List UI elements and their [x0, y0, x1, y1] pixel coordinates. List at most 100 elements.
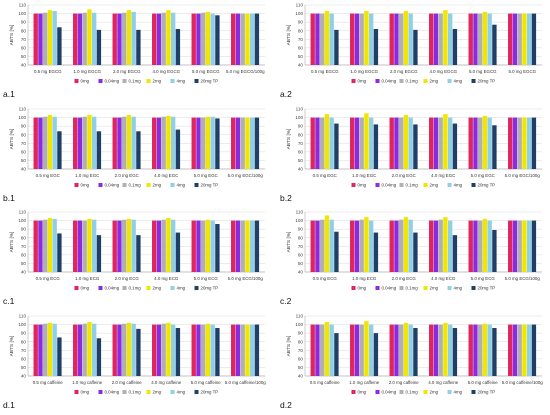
y-tick-label: 50 — [298, 261, 304, 266]
bar — [240, 220, 245, 272]
bar — [508, 13, 513, 66]
bar — [315, 220, 320, 272]
bar — [522, 220, 527, 272]
bar — [73, 324, 78, 376]
y-tick-label: 90 — [21, 20, 27, 25]
bar — [210, 116, 215, 169]
bar — [334, 123, 339, 169]
bar — [517, 13, 522, 66]
bar — [512, 324, 518, 376]
chart-panel-a-2: 40 50 60 70 80 90 100 110 ABTS [%] 0.5 mg EGCG 1.0… — [280, 3, 542, 99]
x-tick-label: 1.0 mg EGCG — [350, 69, 378, 74]
bar — [201, 117, 206, 169]
bar — [91, 219, 97, 272]
x-tick-label: 0.5 mg ECG — [36, 276, 61, 281]
bar — [310, 117, 315, 169]
bar — [320, 117, 325, 169]
legend-label: 4mg — [177, 183, 186, 188]
bar — [38, 220, 43, 272]
y-tick-label: 60 — [21, 356, 27, 361]
bar — [245, 117, 250, 169]
y-axis-label: ABTS [%] — [286, 129, 292, 150]
x-tick-label: 5.0 mg caffeine/100g — [225, 380, 266, 385]
bar — [443, 10, 448, 66]
bar — [196, 13, 201, 66]
y-tick-label: 70 — [298, 244, 304, 249]
bar — [77, 13, 83, 66]
y-tick-label: 70 — [298, 37, 304, 42]
y-tick-label: 100 — [295, 115, 303, 120]
bar — [240, 117, 245, 169]
bar — [52, 116, 57, 169]
bar — [43, 12, 48, 65]
y-tick-label: 80 — [21, 339, 27, 344]
bar — [122, 12, 127, 65]
bar — [320, 13, 325, 66]
bar — [413, 29, 418, 65]
bar — [161, 219, 166, 272]
legend-swatch — [399, 183, 404, 187]
bar — [508, 324, 513, 376]
bar — [334, 231, 339, 272]
bar — [399, 324, 404, 376]
x-tick-label: 5.0 mg EGCG — [469, 69, 497, 74]
panel-label: a.2 — [280, 89, 292, 99]
x-tick-label: 4.0 mg EGC — [431, 173, 455, 178]
y-tick-label: 100 — [295, 218, 303, 223]
bar — [245, 13, 250, 66]
panel-label: a.1 — [3, 89, 15, 99]
legend-swatch — [351, 286, 356, 290]
bar — [433, 117, 439, 169]
y-tick-label: 110 — [296, 107, 304, 112]
bar — [364, 217, 369, 272]
bar — [429, 13, 434, 66]
x-tick-label: 5.0 mg ECG/100g — [228, 276, 264, 281]
bar — [156, 220, 162, 272]
legend-label: 4mg — [454, 390, 463, 395]
legend-label: 0mg — [81, 183, 90, 188]
y-tick-label: 60 — [21, 45, 27, 50]
y-tick-label: 90 — [298, 124, 304, 129]
legend-label: 4mg — [177, 390, 186, 395]
bar — [508, 117, 513, 169]
bar — [240, 13, 245, 66]
bar — [196, 117, 201, 169]
legend-swatch — [447, 286, 452, 290]
panel-label: b.1 — [3, 193, 15, 203]
bar — [117, 220, 122, 272]
bar — [215, 15, 220, 66]
bar — [522, 324, 527, 376]
bar — [166, 115, 171, 169]
legend-swatch — [74, 286, 79, 290]
bar — [482, 11, 488, 65]
bar — [73, 117, 78, 169]
y-tick-label: 60 — [21, 252, 27, 257]
bar — [170, 324, 176, 376]
legend-swatch — [375, 183, 380, 187]
legend-label: 0mg — [358, 79, 367, 84]
panel-label: c.2 — [280, 296, 292, 306]
bar — [249, 220, 255, 272]
bar — [47, 218, 53, 272]
bar — [429, 117, 434, 169]
bar — [452, 123, 458, 169]
bar — [191, 220, 196, 272]
y-axis-label: ABTS [%] — [9, 129, 15, 150]
legend-label: 2mg — [430, 286, 439, 291]
y-axis-label: ABTS [%] — [9, 25, 15, 46]
bar — [175, 328, 181, 376]
bar — [468, 220, 473, 272]
legend-label: 20mg TP — [478, 183, 496, 188]
bar — [126, 115, 132, 169]
y-tick-label: 50 — [298, 158, 304, 163]
bar — [512, 13, 518, 66]
legend-swatch — [170, 183, 175, 187]
legend-label: 20mg TP — [478, 286, 496, 291]
bar — [231, 324, 236, 376]
bar — [196, 220, 201, 272]
y-axis-label: ABTS [%] — [286, 336, 292, 357]
bar — [136, 235, 141, 272]
bar — [122, 323, 127, 376]
bar — [126, 322, 132, 376]
legend-swatch — [146, 79, 151, 83]
